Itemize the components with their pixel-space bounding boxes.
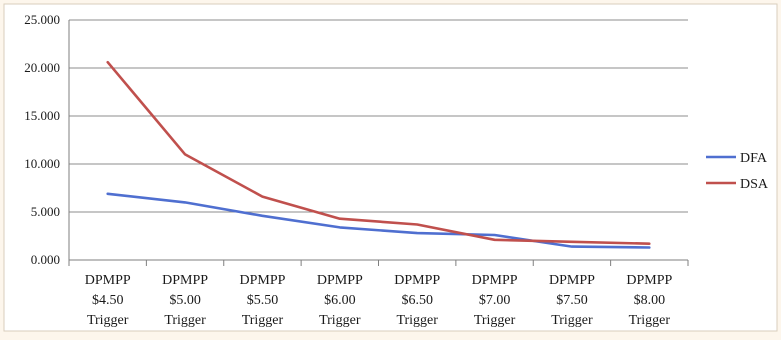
y-tick-label: 15.000 — [24, 108, 60, 123]
grid-lines — [69, 19, 688, 213]
plot-frame — [3, 3, 778, 332]
x-tick-label: DPMPP $7.00 Trigger — [472, 273, 518, 328]
x-tick-label: DPMPP $5.00 Trigger — [162, 273, 208, 328]
x-tick-label: DPMPP $4.50 Trigger — [85, 273, 131, 328]
series-line-dsa — [106, 60, 651, 245]
x-tick-label: DPMPP $8.00 Trigger — [626, 273, 672, 328]
axes — [68, 20, 689, 266]
legend-label-dfa: DFA — [740, 151, 768, 166]
x-tick-label: DPMPP $6.00 Trigger — [317, 273, 363, 328]
x-tick-label: DPMPP $5.50 Trigger — [239, 273, 285, 328]
x-tick-label: DPMPP $6.50 Trigger — [394, 273, 440, 328]
y-tick-label: 20.000 — [24, 60, 60, 75]
legend: DFA DSA — [706, 151, 769, 192]
legend-label-dsa: DSA — [740, 177, 769, 192]
x-tick-label: DPMPP $7.50 Trigger — [549, 273, 595, 328]
series-line-dfa — [106, 192, 651, 249]
y-tick-label: 5.000 — [31, 204, 60, 219]
y-tick-label: 0.000 — [31, 252, 60, 267]
series-lines — [106, 60, 651, 249]
y-tick-label: 25.000 — [24, 12, 60, 27]
y-tick-label: 10.000 — [24, 156, 60, 171]
y-tick-labels: 0.000 5.000 10.000 15.000 20.000 25.000 — [24, 12, 60, 267]
x-tick-labels: DPMPP $4.50 Trigger DPMPP $5.00 Trigger DPMPP $… — [85, 273, 673, 328]
